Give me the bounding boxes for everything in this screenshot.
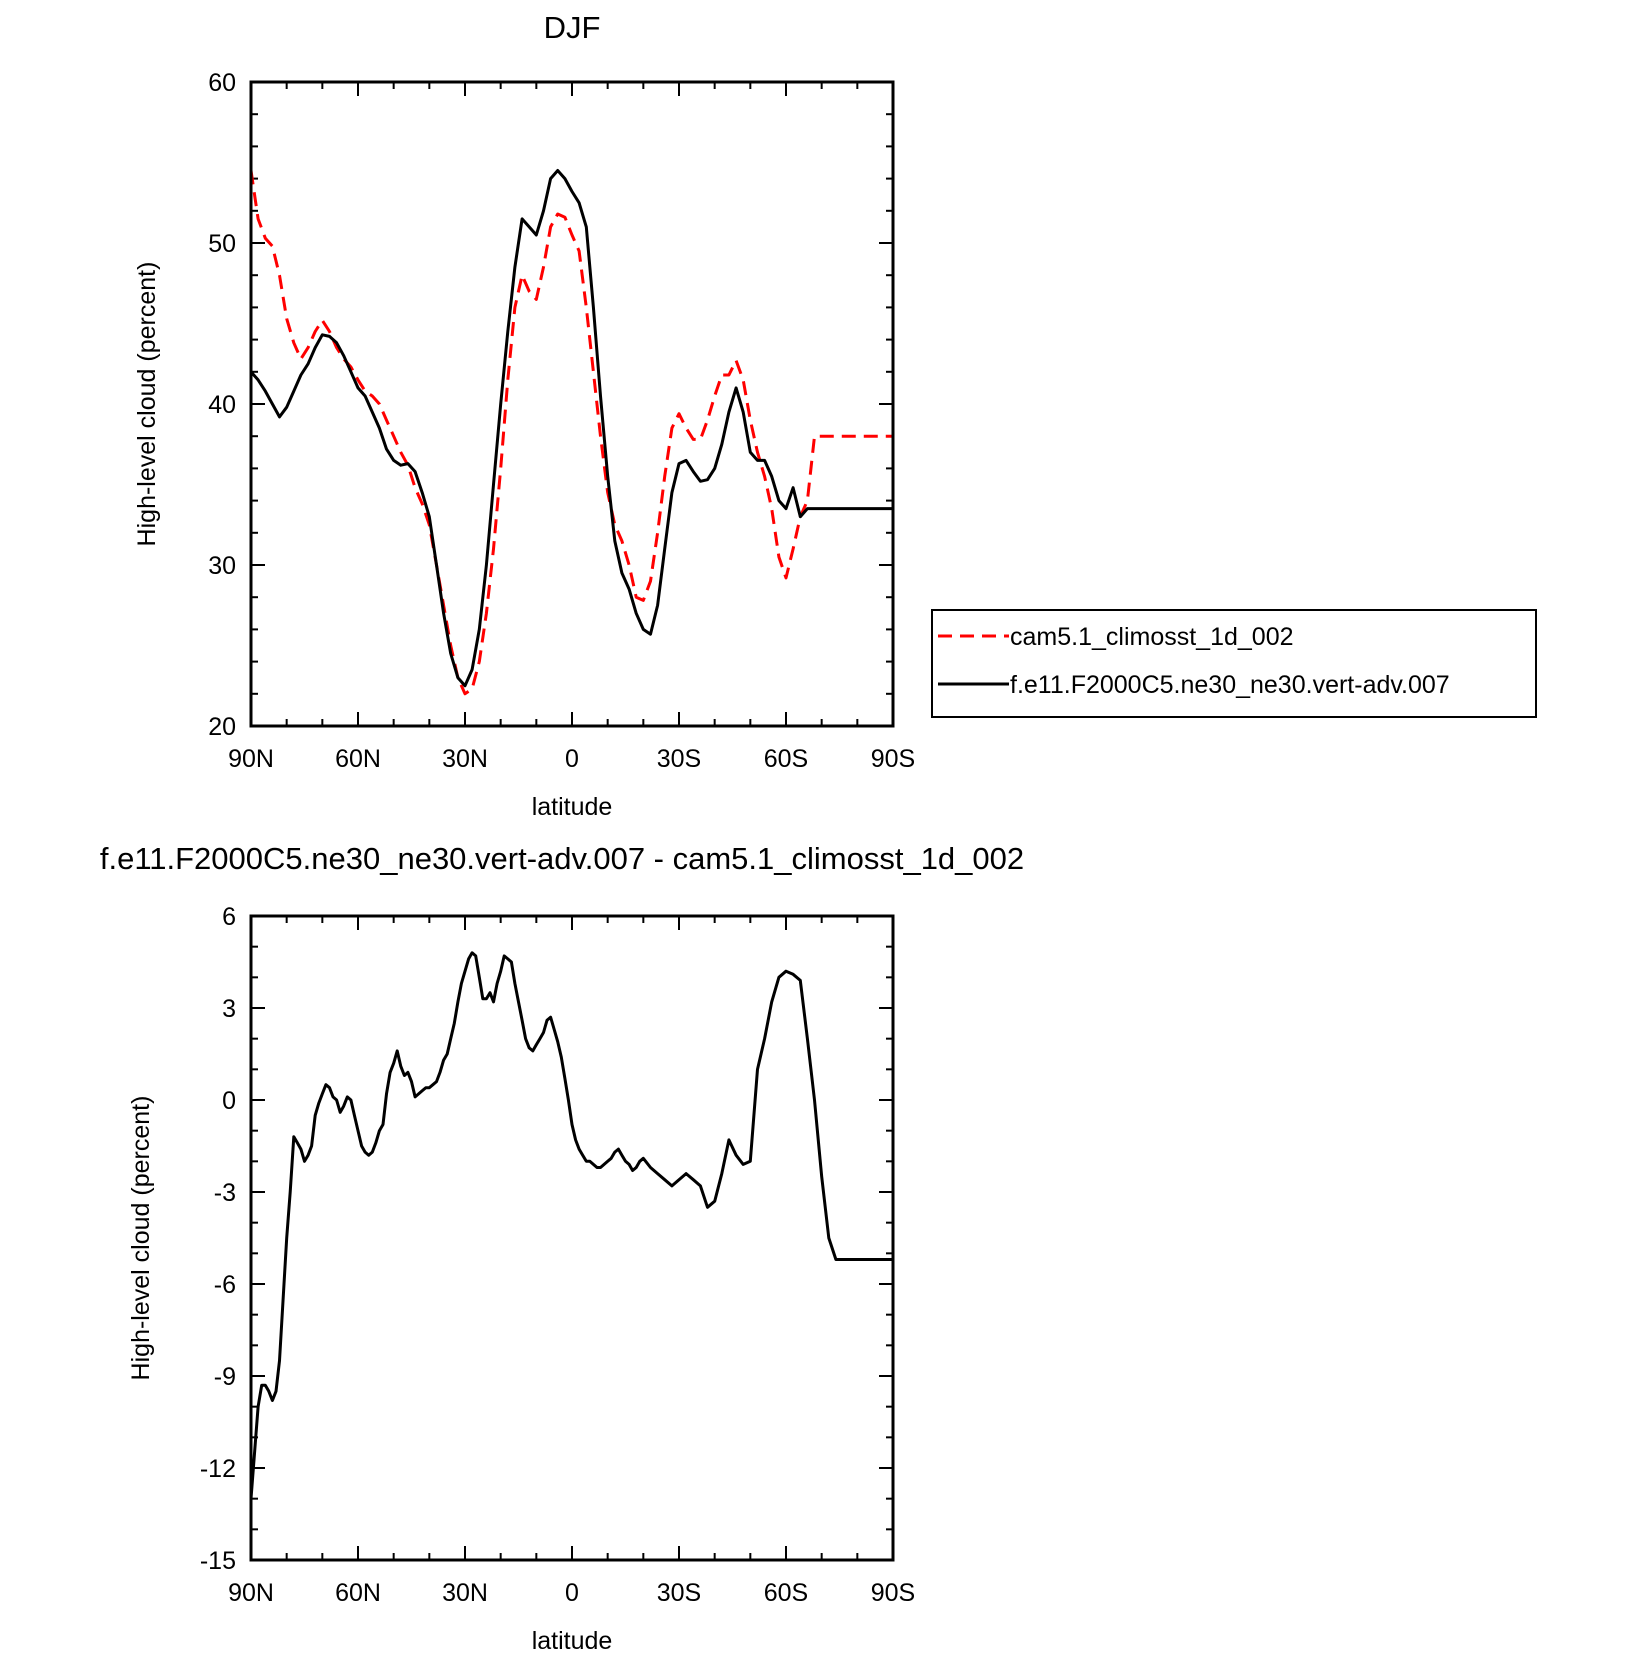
- top-panel: DJF 90N 60N 30N 0 30S 60S 90S 20 30 40 50 60 latitude…: [133, 10, 915, 821]
- x-tick-label: 90S: [871, 1579, 915, 1607]
- y-tick-label: 0: [222, 1087, 236, 1115]
- x-axis-label: latitude: [532, 1627, 613, 1655]
- bottom-panel: f.e11.F2000C5.ne30_ne30.vert-adv.007 - c…: [100, 841, 1024, 1655]
- series-line-1: [251, 170, 893, 696]
- x-axis-label: latitude: [532, 793, 613, 821]
- x-tick-label: 0: [565, 1579, 579, 1607]
- legend-label-2: f.e11.F2000C5.ne30_ne30.vert-adv.007: [1010, 671, 1450, 699]
- y-tick-label: -12: [200, 1455, 236, 1483]
- x-tick-label: 60N: [335, 745, 381, 773]
- y-tick-label: 60: [208, 69, 236, 97]
- y-tick-label: 50: [208, 230, 236, 258]
- y-tick-label: -6: [214, 1271, 236, 1299]
- x-tick-label: 90N: [228, 745, 274, 773]
- x-tick-label: 60S: [764, 1579, 808, 1607]
- y-tick-label: 20: [208, 713, 236, 741]
- x-tick-label: 0: [565, 745, 579, 773]
- x-tick-label: 30S: [657, 1579, 701, 1607]
- chart-title: f.e11.F2000C5.ne30_ne30.vert-adv.007 - c…: [100, 841, 1024, 876]
- chart-title: DJF: [544, 10, 601, 45]
- y-tick-label: 3: [222, 995, 236, 1023]
- legend: cam5.1_climosst_1d_002 f.e11.F2000C5.ne30…: [931, 609, 1537, 718]
- x-tick-label: 60N: [335, 1579, 381, 1607]
- legend-box: [931, 609, 1537, 718]
- x-tick-label: 30S: [657, 745, 701, 773]
- y-tick-label: 6: [222, 903, 236, 931]
- y-tick-label: -3: [214, 1179, 236, 1207]
- y-axis-label: High-level cloud (percent): [127, 1096, 155, 1381]
- y-tick-label: -9: [214, 1363, 236, 1391]
- legend-label-1: cam5.1_climosst_1d_002: [1010, 623, 1294, 651]
- plot-frame: [249, 80, 895, 728]
- plot-frame: [249, 914, 895, 1562]
- x-tick-label: 60S: [764, 745, 808, 773]
- y-axis-label: High-level cloud (percent): [133, 262, 161, 547]
- y-tick-label: 30: [208, 552, 236, 580]
- series-line-1: [251, 951, 893, 1499]
- x-tick-label: 90S: [871, 745, 915, 773]
- y-tick-label: 40: [208, 391, 236, 419]
- x-tick-label: 30N: [442, 745, 488, 773]
- x-tick-label: 90N: [228, 1579, 274, 1607]
- series-line-2: [251, 169, 893, 688]
- y-tick-label: -15: [200, 1547, 236, 1575]
- x-tick-label: 30N: [442, 1579, 488, 1607]
